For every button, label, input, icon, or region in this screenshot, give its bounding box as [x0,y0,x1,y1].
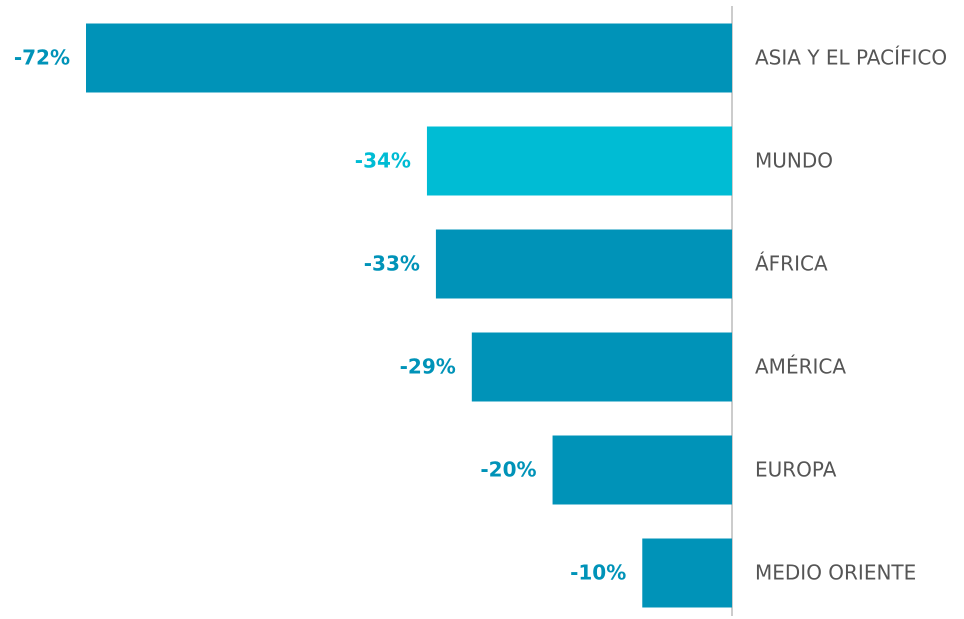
value-label: -29% [400,355,456,379]
bar [552,435,732,505]
value-label: -20% [480,458,536,482]
bar [642,538,732,608]
category-label: EUROPA [755,458,837,482]
value-label: -10% [570,561,626,585]
category-label: MUNDO [755,149,833,173]
value-label: -34% [355,149,411,173]
category-label: AMÉRICA [755,355,846,379]
bar [86,23,732,93]
bar [435,229,732,299]
category-label: ASIA Y EL PACÍFICO [755,46,947,70]
value-label: -33% [364,252,420,276]
bar [471,332,732,402]
category-label: MEDIO ORIENTE [755,561,916,585]
category-label: ÁFRICA [755,252,828,276]
value-label: -72% [14,46,70,70]
bar [426,126,732,196]
